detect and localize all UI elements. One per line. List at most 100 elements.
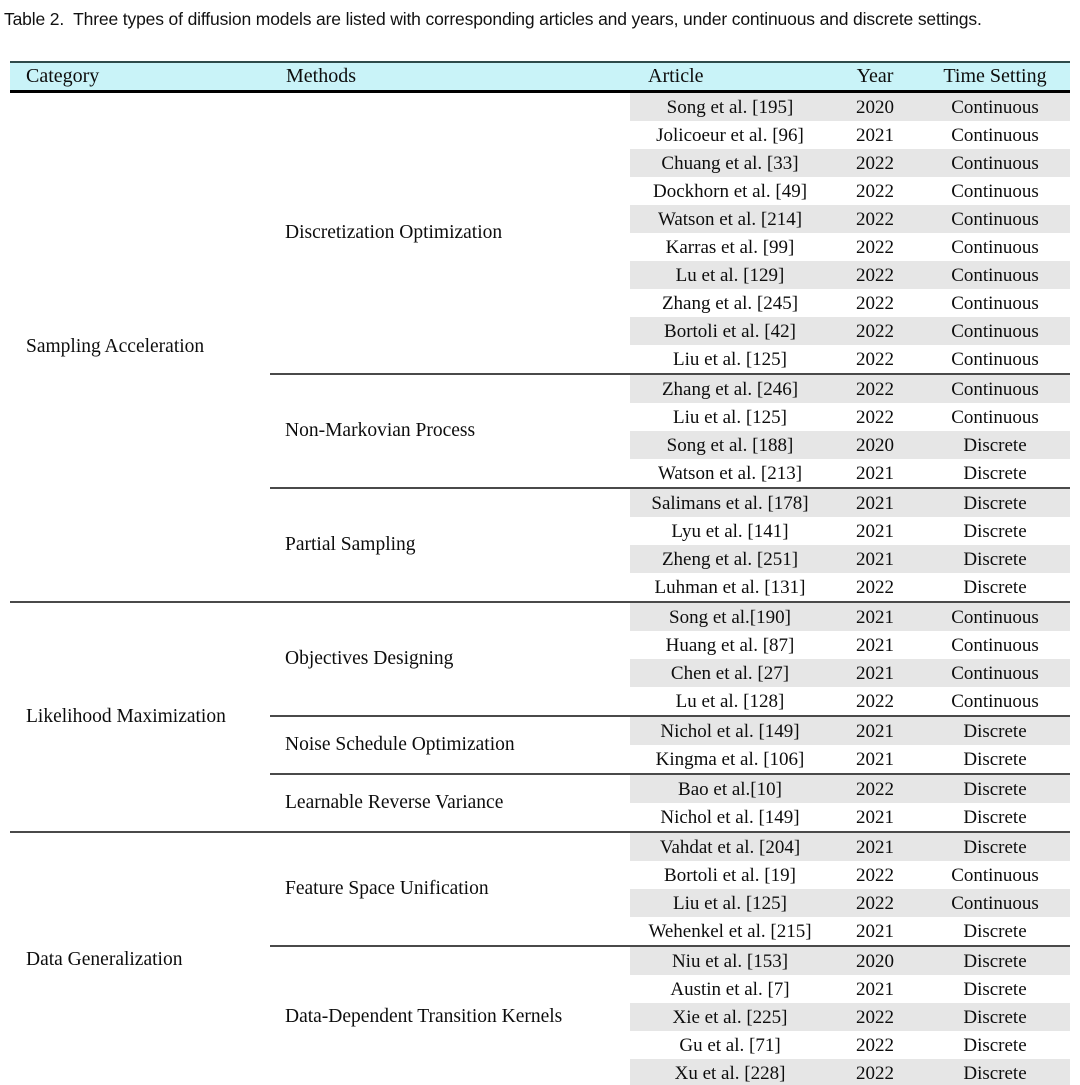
method-cell: Objectives Designing <box>270 601 630 716</box>
table-row: Xie et al. [225] 2022 Discrete <box>10 1003 1070 1031</box>
table-row: Learnable Reverse Variance Bao et al.[10]… <box>10 773 1070 832</box>
method-cell: Feature Space Unification <box>270 831 630 946</box>
article-cell: Wehenkel et al. [215] <box>648 920 812 942</box>
time-setting-cell: Continuous <box>951 690 1039 712</box>
method-cell: Non-Markovian Process <box>270 373 630 488</box>
table-row: Liu et al. [125] 2022 Continuous <box>10 403 1070 431</box>
table-caption: Table 2. Three types of diffusion models … <box>0 0 1080 30</box>
article-cell: Song et al.[190] <box>630 601 830 631</box>
time-setting-cell: Discrete <box>920 1059 1070 1085</box>
table-row: Data-Dependent Transition Kernels Niu et … <box>10 945 1070 1085</box>
time-setting-cell: Discrete <box>920 831 1070 861</box>
year-cell: 2022 <box>830 773 920 803</box>
article-cell: Austin et al. [7] <box>670 978 790 1000</box>
table-row: Kingma et al. [106] 2021 Discrete <box>10 745 1070 774</box>
year-cell: 2020 <box>830 91 920 121</box>
column-header-year: Year <box>830 62 920 93</box>
time-setting-cell: Continuous <box>951 406 1039 428</box>
article-cell: Salimans et al. [178] <box>630 487 830 517</box>
table-row: Watson et al. [213] 2021 Discrete <box>10 459 1070 488</box>
table-row: Xu et al. [228] 2022 Discrete <box>10 1059 1070 1085</box>
year-cell: 2022 <box>856 1034 894 1056</box>
method-cell: Discretization Optimization <box>270 91 630 374</box>
article-cell: Lu et al. [128] <box>675 690 785 712</box>
table-row: Huang et al. [87] 2021 Continuous <box>10 631 1070 659</box>
table-row: Zhang et al. [245] 2022 Continuous <box>10 289 1070 317</box>
year-cell: 2021 <box>856 520 894 542</box>
year-cell: 2022 <box>830 149 920 177</box>
time-setting-cell: Discrete <box>920 545 1070 573</box>
category-cell: Data Generalization <box>10 831 270 1085</box>
category-cell: Sampling Acceleration <box>10 91 270 602</box>
time-setting-cell: Continuous <box>920 659 1070 687</box>
method-cell: Data-Dependent Transition Kernels <box>270 945 630 1085</box>
method-cell: Learnable Reverse Variance <box>270 773 630 832</box>
table-row: Luhman et al. [131] 2022 Discrete <box>10 573 1070 602</box>
time-setting-cell: Continuous <box>920 317 1070 345</box>
time-setting-cell: Continuous <box>920 601 1070 631</box>
column-header-category: Category <box>10 62 270 93</box>
article-cell: Chen et al. [27] <box>630 659 830 687</box>
time-setting-cell: Continuous <box>920 373 1070 403</box>
time-setting-cell: Discrete <box>920 431 1070 459</box>
article-cell: Nichol et al. [149] <box>660 806 800 828</box>
year-cell: 2022 <box>856 576 894 598</box>
time-setting-cell: Discrete <box>963 806 1027 828</box>
table-row: Lyu et al. [141] 2021 Discrete <box>10 517 1070 545</box>
year-cell: 2021 <box>830 487 920 517</box>
table-row: Dockhorn et al. [49] 2022 Continuous <box>10 177 1070 205</box>
time-setting-cell: Continuous <box>920 149 1070 177</box>
table-row: Chuang et al. [33] 2022 Continuous <box>10 149 1070 177</box>
diffusion-models-table: Category Methods Article Year Time Setti… <box>10 61 1070 1085</box>
article-cell: Nichol et al. [149] <box>630 715 830 745</box>
time-setting-cell: Continuous <box>920 91 1070 121</box>
table-row: Lu et al. [128] 2022 Continuous <box>10 687 1070 716</box>
time-setting-cell: Discrete <box>920 715 1070 745</box>
table-row: Non-Markovian Process Zhang et al. [246] 2… <box>10 373 1070 488</box>
table-header: Category Methods Article Year Time Setti… <box>10 62 1070 93</box>
table-row: Likelihood Maximization Objectives Design… <box>10 601 1070 832</box>
column-header-article: Article <box>630 62 830 93</box>
table-body: Sampling Acceleration Discretization Opti… <box>10 91 1070 1085</box>
time-setting-cell: Discrete <box>920 487 1070 517</box>
time-setting-cell: Discrete <box>963 978 1027 1000</box>
year-cell: 2021 <box>856 462 894 484</box>
year-cell: 2022 <box>856 348 894 370</box>
time-setting-cell: Continuous <box>920 261 1070 289</box>
article-cell: Gu et al. [71] <box>679 1034 781 1056</box>
table-row: Liu et al. [125] 2022 Continuous <box>10 345 1070 374</box>
year-cell: 2022 <box>830 317 920 345</box>
time-setting-cell: Discrete <box>963 748 1027 770</box>
time-setting-cell: Discrete <box>963 462 1027 484</box>
year-cell: 2021 <box>830 715 920 745</box>
time-setting-cell: Continuous <box>920 889 1070 917</box>
article-cell: Luhman et al. [131] <box>654 576 806 598</box>
table-row: Liu et al. [125] 2022 Continuous <box>10 889 1070 917</box>
article-cell: Lyu et al. [141] <box>671 520 789 542</box>
year-cell: 2021 <box>856 748 894 770</box>
year-cell: 2022 <box>856 864 894 886</box>
time-setting-cell: Discrete <box>920 945 1070 975</box>
table-row: Jolicoeur et al. [96] 2021 Continuous <box>10 121 1070 149</box>
article-cell: Watson et al. [214] <box>630 205 830 233</box>
year-cell: 2021 <box>856 920 894 942</box>
article-cell: Zhang et al. [245] <box>661 292 799 314</box>
table-row: Zheng et al. [251] 2021 Discrete <box>10 545 1070 573</box>
column-header-time-setting: Time Setting <box>920 62 1070 93</box>
time-setting-cell: Continuous <box>951 236 1039 258</box>
article-cell: Bortoli et al. [19] <box>664 864 796 886</box>
article-cell: Song et al. [188] <box>630 431 830 459</box>
table-row: Song et al. [188] 2020 Discrete <box>10 431 1070 459</box>
table-caption-label: Table 2. <box>4 9 65 29</box>
table-row: Nichol et al. [149] 2021 Discrete <box>10 803 1070 832</box>
article-cell: Huang et al. [87] <box>665 634 795 656</box>
article-cell: Kingma et al. [106] <box>655 748 805 770</box>
time-setting-cell: Continuous <box>951 292 1039 314</box>
table-row: Watson et al. [214] 2022 Continuous <box>10 205 1070 233</box>
table-row: Sampling Acceleration Discretization Opti… <box>10 91 1070 602</box>
year-cell: 2022 <box>856 292 894 314</box>
year-cell: 2022 <box>856 236 894 258</box>
time-setting-cell: Continuous <box>951 180 1039 202</box>
year-cell: 2021 <box>830 659 920 687</box>
year-cell: 2022 <box>830 1059 920 1085</box>
